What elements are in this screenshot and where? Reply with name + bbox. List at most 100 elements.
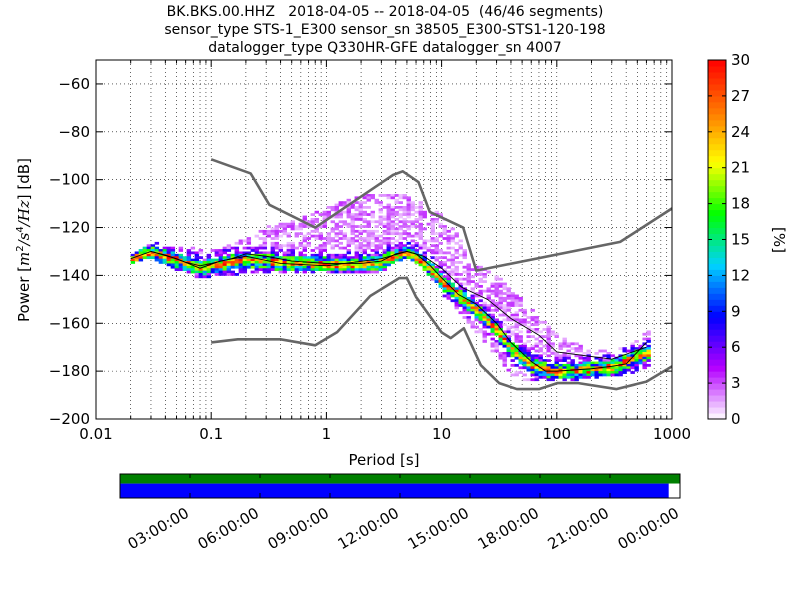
density-cell (362, 237, 367, 240)
density-cell (254, 268, 260, 272)
density-cell (414, 234, 419, 238)
x-tick-label: 100 (542, 425, 571, 443)
density-cell (386, 253, 391, 257)
density-cell (514, 347, 519, 350)
density-cell (394, 244, 399, 248)
density-cell (622, 359, 627, 362)
density-cell (302, 217, 307, 221)
colorbar-segment (708, 60, 726, 67)
density-cell (230, 265, 236, 269)
density-cell (562, 375, 567, 379)
density-cell (638, 361, 643, 365)
density-cell (386, 232, 391, 236)
density-cell (514, 354, 519, 358)
density-cell (150, 253, 156, 257)
density-cell (302, 246, 307, 250)
density-cell (338, 203, 343, 207)
density-cell (342, 201, 347, 204)
density-cell (342, 220, 347, 224)
density-cell (514, 373, 519, 377)
density-cell (346, 244, 351, 248)
density-cell (258, 251, 264, 255)
density-cell (326, 213, 331, 216)
density-cell (158, 253, 164, 257)
density-cell (502, 304, 507, 307)
density-cell (206, 270, 212, 274)
density-cell (434, 210, 439, 214)
density-cell (534, 318, 539, 322)
density-cell (534, 356, 539, 360)
density-cell (562, 368, 567, 372)
density-cell (378, 256, 383, 260)
density-cell (350, 205, 355, 209)
density-cell (254, 246, 260, 250)
density-cell (358, 263, 363, 267)
density-cell (506, 304, 511, 307)
density-cell (430, 225, 435, 228)
density-cell (170, 253, 176, 257)
density-cell (618, 373, 623, 377)
density-cell (210, 249, 216, 252)
density-cell (466, 311, 471, 315)
density-cell (406, 201, 411, 204)
density-cell (346, 261, 351, 264)
density-cell (342, 234, 347, 238)
density-cell (642, 366, 647, 370)
density-cell (382, 263, 387, 267)
density-cell (490, 337, 495, 341)
density-cell (238, 258, 244, 262)
density-cell (194, 258, 200, 262)
density-cell (370, 232, 375, 236)
density-cell (550, 342, 555, 346)
density-cell (494, 277, 499, 281)
density-cell (302, 244, 307, 248)
density-cell (458, 299, 463, 303)
density-cell (254, 256, 260, 260)
density-cell (542, 361, 547, 365)
density-cell (150, 256, 156, 260)
colorbar-segment (708, 353, 726, 360)
density-cell (350, 229, 355, 233)
density-cell (402, 246, 407, 250)
density-cell (402, 251, 407, 255)
density-cell (370, 196, 375, 200)
density-cell (454, 306, 459, 310)
density-cell (498, 356, 503, 360)
density-cell (358, 217, 363, 221)
density-cell (278, 263, 284, 267)
density-cell (534, 375, 539, 379)
density-cell (314, 229, 319, 233)
density-cell (318, 258, 323, 262)
density-cell (594, 363, 599, 367)
density-cell (354, 263, 359, 267)
colorbar-segment (708, 329, 726, 336)
density-cell (410, 222, 415, 226)
density-cell (442, 277, 447, 281)
density-cell (154, 258, 160, 262)
density-cell (362, 205, 367, 209)
density-cell (390, 251, 395, 255)
density-cell (366, 198, 371, 202)
density-cell (394, 217, 399, 221)
density-cell (358, 246, 363, 250)
density-cell (370, 256, 375, 260)
density-cell (282, 229, 288, 233)
density-cell (278, 234, 284, 238)
density-cell (534, 361, 539, 365)
density-cell (318, 265, 323, 269)
density-cell (282, 270, 288, 274)
density-cell (274, 253, 280, 257)
density-cell (234, 246, 240, 250)
density-cell (354, 253, 359, 257)
density-cell (270, 265, 276, 269)
density-cell (506, 325, 511, 329)
density-cell (174, 268, 180, 272)
density-cell (458, 289, 463, 293)
density-cell (346, 258, 351, 262)
density-cell (482, 306, 487, 310)
density-cell (614, 361, 619, 365)
density-cell (370, 244, 375, 248)
density-cell (366, 194, 371, 197)
time-tick-label: 18:00:00 (475, 504, 542, 553)
density-cell (474, 292, 479, 295)
